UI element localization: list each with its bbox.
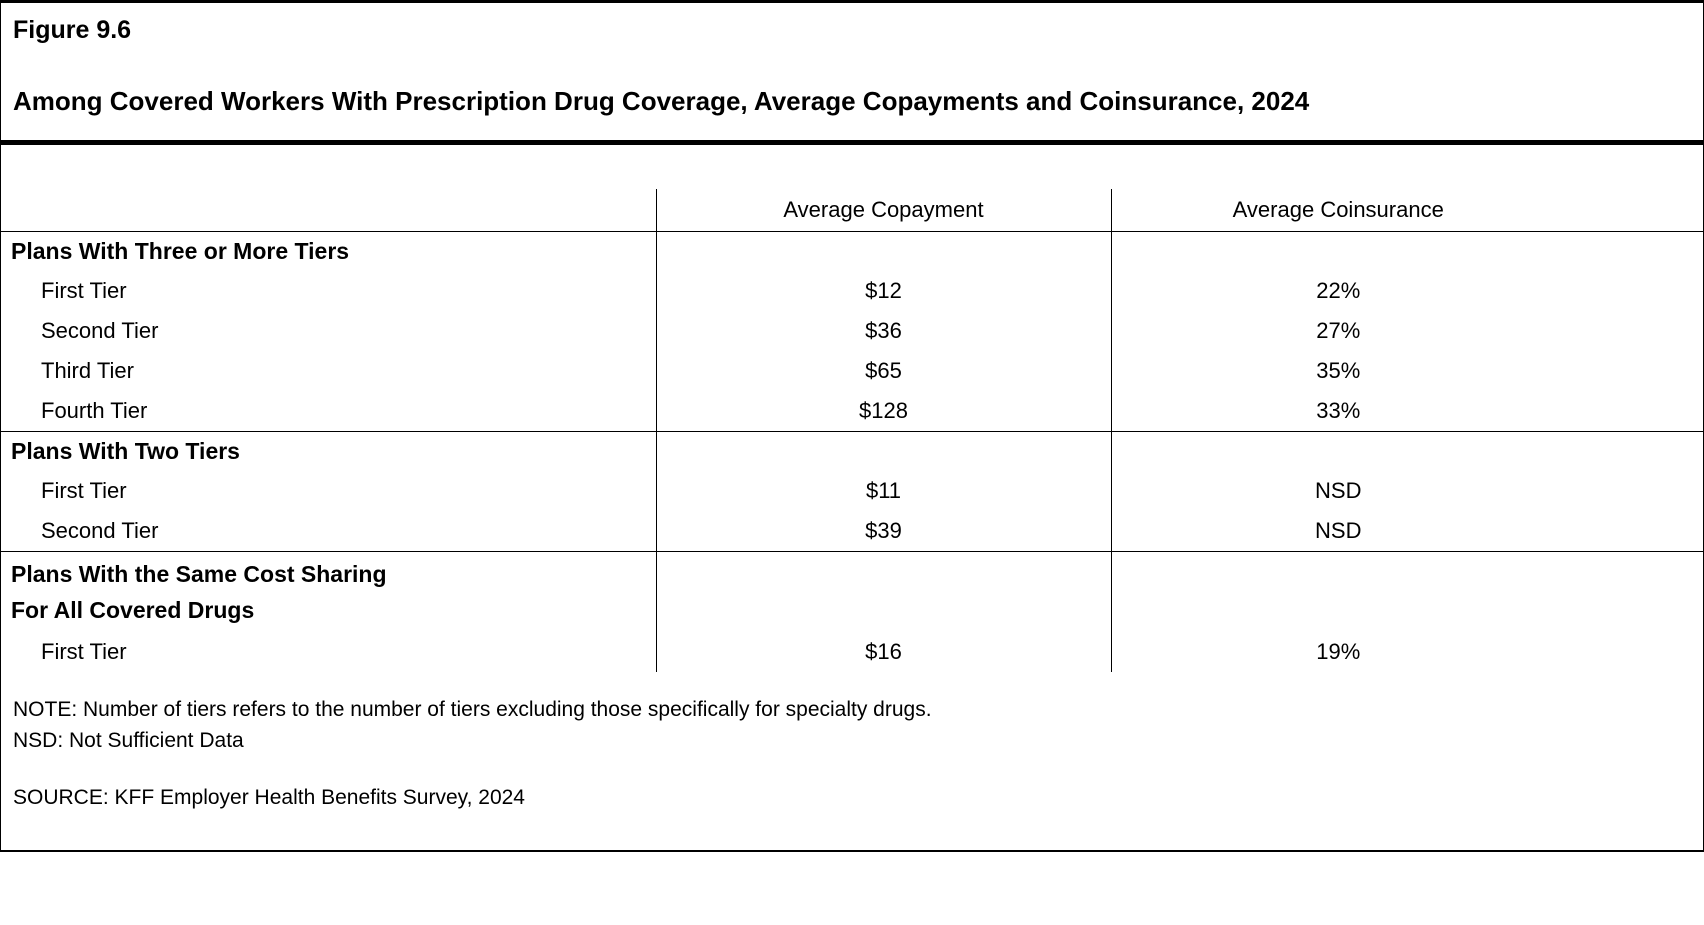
tier-row: Third Tier $65 35%: [1, 351, 1703, 391]
tier-row: First Tier $16 19%: [1, 631, 1703, 672]
empty-cell: [1110, 551, 1703, 632]
tier-label: Third Tier: [41, 358, 134, 383]
tier-label: First Tier: [41, 278, 127, 303]
figure-box: Figure 9.6 Among Covered Workers With Pr…: [0, 0, 1704, 852]
coinsurance-value: 27%: [1110, 311, 1703, 351]
coinsurance-value: NSD: [1110, 471, 1703, 511]
empty-cell: [655, 231, 1111, 271]
tier-label: First Tier: [41, 638, 127, 664]
copayment-value: $128: [655, 391, 1111, 431]
coinsurance-value: 19%: [1110, 631, 1703, 672]
tier-label: First Tier: [41, 478, 127, 503]
coinsurance-value: 33%: [1110, 391, 1703, 431]
copayment-value: $16: [655, 631, 1111, 672]
nsd-definition: NSD: Not Sufficient Data: [13, 728, 244, 752]
section-header-row: Plans With Three or More Tiers: [1, 231, 1703, 271]
title-divider: [1, 140, 1703, 145]
copayment-value: $12: [655, 271, 1111, 311]
tier-row: Fourth Tier $128 33%: [1, 391, 1703, 431]
tier-row: First Tier $12 22%: [1, 271, 1703, 311]
tier-label: Fourth Tier: [41, 397, 148, 423]
figure-number: Figure 9.6: [13, 16, 132, 44]
tier-row: First Tier $11 NSD: [1, 471, 1703, 511]
section-header-label: Plans With Two Tiers: [11, 437, 240, 464]
copayment-coinsurance-table: Average Copayment Average Coinsurance Pl…: [1, 189, 1703, 672]
figure-header: Figure 9.6 Among Covered Workers With Pr…: [1, 3, 1703, 124]
note-text: NOTE: Number of tiers refers to the numb…: [13, 697, 932, 721]
table-header-row: Average Copayment Average Coinsurance: [1, 189, 1703, 231]
figure-title: Among Covered Workers With Prescription …: [13, 86, 1310, 116]
tier-label: Second Tier: [41, 318, 159, 343]
empty-header-cell: [1, 189, 656, 231]
coinsurance-value: 35%: [1110, 351, 1703, 391]
section-header-label: Plans With Three or More Tiers: [11, 237, 350, 264]
section-header-row: Plans With Two Tiers: [1, 431, 1703, 471]
empty-cell: [1110, 231, 1703, 271]
figure-notes: NOTE: Number of tiers refers to the numb…: [1, 694, 1703, 813]
section-header-row: Plans With the Same Cost Sharing For All…: [1, 551, 1703, 632]
coinsurance-value: NSD: [1110, 511, 1703, 551]
copayment-value: $65: [655, 351, 1111, 391]
source-text: SOURCE: KFF Employer Health Benefits Sur…: [13, 785, 525, 809]
copayment-value: $39: [655, 511, 1111, 551]
copayment-value: $11: [655, 471, 1111, 511]
empty-cell: [655, 551, 1111, 632]
tier-row: Second Tier $39 NSD: [1, 511, 1703, 551]
empty-cell: [1110, 431, 1703, 471]
section-header-label: Plans With the Same Cost Sharing For All…: [11, 560, 387, 623]
coinsurance-value: 22%: [1110, 271, 1703, 311]
tier-label: Second Tier: [41, 517, 159, 543]
copayment-value: $36: [655, 311, 1111, 351]
empty-cell: [655, 431, 1111, 471]
tier-row: Second Tier $36 27%: [1, 311, 1703, 351]
column-header-coinsurance: Average Coinsurance: [1110, 189, 1703, 231]
column-header-copayment: Average Copayment: [655, 189, 1111, 231]
